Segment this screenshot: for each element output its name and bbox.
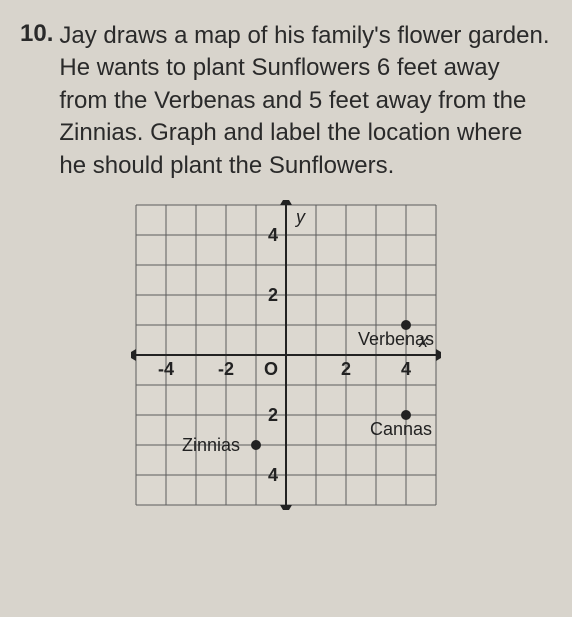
svg-text:-4: -4	[158, 359, 174, 379]
svg-text:-2: -2	[218, 359, 234, 379]
svg-text:y: y	[294, 207, 306, 227]
problem-number: 10.	[20, 20, 53, 48]
graph-container: -4-2244224OxyVerbenasZinniasCannas	[20, 200, 552, 510]
label-zinnias: Zinnias	[182, 435, 240, 455]
coordinate-graph: -4-2244224OxyVerbenasZinniasCannas	[131, 200, 441, 510]
point-zinnias	[251, 440, 261, 450]
svg-text:4: 4	[401, 359, 411, 379]
svg-text:4: 4	[268, 465, 278, 485]
problem: 10. Jay draws a map of his family's flow…	[20, 20, 552, 182]
svg-text:2: 2	[268, 405, 278, 425]
svg-text:O: O	[264, 359, 278, 379]
label-verbenas: Verbenas	[358, 329, 434, 349]
problem-text: Jay draws a map of his family's flower g…	[59, 20, 552, 182]
svg-text:4: 4	[268, 225, 278, 245]
svg-text:2: 2	[268, 285, 278, 305]
label-cannas: Cannas	[370, 419, 432, 439]
svg-text:2: 2	[341, 359, 351, 379]
